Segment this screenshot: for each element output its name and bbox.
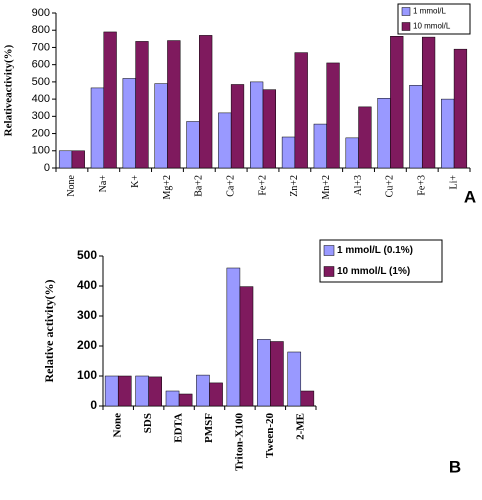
legend-box	[319, 239, 443, 283]
bar	[218, 112, 232, 169]
bar	[409, 85, 423, 169]
x-tick-label: Fe+3	[417, 175, 428, 196]
bar	[90, 87, 105, 169]
y-tick-label: 700	[32, 41, 50, 53]
bar	[135, 41, 149, 169]
y-axis-title: Relativeactivity(%)	[3, 44, 15, 136]
bar	[209, 382, 223, 407]
bar	[441, 98, 455, 169]
legend-swatch	[323, 245, 335, 256]
y-tick-label: 400	[32, 93, 50, 105]
y-tick-label: 200	[77, 338, 97, 352]
bar	[117, 375, 132, 407]
bar	[148, 376, 162, 407]
legend-swatch	[401, 22, 411, 31]
bar	[154, 83, 168, 169]
y-tick-label: 100	[77, 368, 97, 382]
bar	[135, 375, 149, 407]
bar	[281, 136, 296, 169]
x-tick-label: Mg+2	[162, 175, 173, 200]
bar	[186, 121, 200, 169]
x-tick-label: Zn+2	[289, 175, 300, 197]
bar	[313, 123, 327, 169]
y-tick-label: 600	[32, 59, 50, 71]
y-axis-title: Relative activity(%)	[42, 280, 56, 383]
bar	[250, 81, 264, 169]
bar	[103, 31, 117, 169]
y-tick-label: 300	[32, 110, 50, 122]
bar	[122, 78, 136, 169]
bar	[178, 393, 193, 407]
legend-swatch	[401, 7, 411, 16]
panel-label: B	[449, 457, 461, 476]
x-tick-label: Al+3	[353, 175, 364, 196]
y-tick-label: 800	[32, 24, 50, 36]
x-tick-label: EDTA	[173, 413, 185, 443]
bar	[262, 89, 276, 169]
bar	[165, 390, 180, 407]
bar	[294, 52, 308, 169]
bar	[257, 339, 271, 407]
y-tick-label: 500	[77, 248, 97, 262]
x-tick-label: 2-ME	[294, 413, 306, 440]
legend-swatch	[323, 266, 335, 277]
bar	[390, 36, 404, 169]
y-tick-label: 500	[32, 76, 50, 88]
panel-label: A	[464, 187, 476, 206]
y-tick-label: 0	[90, 398, 97, 412]
y-tick-label: 200	[32, 127, 50, 139]
x-tick-label: SDS	[142, 413, 154, 433]
x-tick-label: Ba+2	[194, 175, 205, 197]
x-tick-label: Li+	[448, 175, 459, 190]
bar	[300, 390, 315, 407]
x-tick-label: Fe+2	[257, 175, 268, 196]
bar	[167, 40, 181, 169]
bar	[345, 137, 359, 169]
x-tick-label: Triton-X100	[233, 413, 245, 471]
y-tick-label: 0	[44, 162, 50, 174]
bar	[71, 150, 85, 169]
x-tick-label: Ca+2	[225, 175, 236, 197]
x-tick-label: None	[66, 174, 77, 196]
legend-label: 10 mmol/L (1%)	[337, 266, 410, 277]
y-tick-label: 300	[77, 308, 97, 322]
bar	[196, 374, 210, 407]
x-tick-label: Mn+2	[321, 175, 332, 200]
y-tick-label: 900	[32, 7, 50, 19]
bar	[453, 48, 468, 169]
legend-label: 1 mmol/L (0.1%)	[337, 245, 413, 256]
bar	[377, 98, 391, 169]
bar	[287, 351, 302, 407]
bar	[226, 267, 241, 407]
y-tick-label: 100	[32, 145, 50, 157]
x-tick-label: Tween-20	[264, 413, 276, 459]
legend-label: 10 mmol/L	[413, 22, 451, 31]
y-tick-label: 400	[77, 278, 97, 292]
bar	[104, 375, 119, 407]
x-tick-label: None	[112, 413, 124, 438]
bar	[326, 62, 340, 169]
bar	[421, 36, 436, 169]
bar	[270, 341, 284, 407]
bar	[358, 106, 372, 169]
bar	[199, 35, 213, 169]
bar	[230, 84, 245, 169]
bar	[58, 150, 73, 169]
x-tick-label: K+	[130, 175, 141, 188]
legend-label: 1 mmol/L	[413, 7, 446, 16]
x-tick-label: Na+	[98, 175, 109, 193]
x-tick-label: Cu+2	[385, 175, 396, 197]
bar	[239, 286, 254, 407]
x-tick-label: PMSF	[203, 413, 215, 443]
